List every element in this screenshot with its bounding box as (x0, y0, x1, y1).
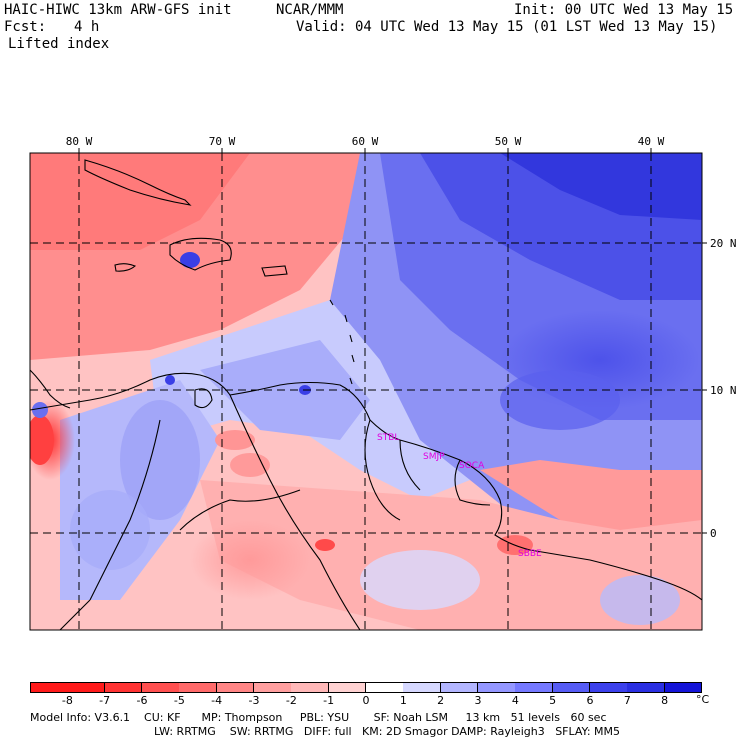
colorbar-cell (552, 682, 591, 693)
colorbar-cell (627, 682, 666, 693)
colorbar-tick-label: -5 (173, 694, 185, 707)
model-title: HAIC-HIWC 13km ARW-GFS init (4, 2, 232, 18)
colorbar-cell (67, 682, 106, 693)
valid-time: Valid: 04 UTC Wed 13 May 15 (01 LST Wed … (296, 19, 718, 35)
colorbar-cell (590, 682, 628, 693)
colorbar-tick-label: -2 (285, 694, 297, 707)
colorbar-tick-label: 0 (362, 694, 370, 707)
colorbar-cell (664, 682, 703, 693)
colorbar-cell (216, 682, 255, 693)
colorbar-cell (515, 682, 554, 693)
colorbar-tick-label: 2 (437, 694, 445, 707)
field-shading (30, 153, 702, 630)
lat-label: 10 N (710, 384, 737, 397)
colorbar-cell (440, 682, 479, 693)
colorbar-cell (104, 682, 143, 693)
colorbar-cell (291, 682, 330, 693)
colorbar-tick-label: -7 (99, 694, 111, 707)
colorbar-tick-label: 7 (623, 694, 631, 707)
lon-label: 50 W (495, 135, 522, 148)
colorbar-unit: °C (696, 693, 710, 706)
station-label-soca: SOCA (459, 461, 485, 471)
colorbar-tick-label: 1 (399, 694, 407, 707)
model-info-line2: LW: RRTMG SW: RRTMG DIFF: full KM: 2D Sm… (154, 725, 620, 738)
lon-label: 80 W (66, 135, 93, 148)
lon-label: 60 W (352, 135, 379, 148)
colorbar-cell (179, 682, 218, 693)
station-label-sbbe: SBBE (518, 549, 542, 559)
colorbar-tick-label: 3 (474, 694, 482, 707)
colorbar-tick-label: -8 (61, 694, 73, 707)
colorbar-tick-label: -4 (211, 694, 223, 707)
colorbar-tick-label: -1 (323, 694, 335, 707)
colorbar-cell (142, 682, 180, 693)
colorbar-tick-label: 5 (549, 694, 557, 707)
station-label-stbl: STBL (377, 433, 399, 443)
org-label: NCAR/MMM (276, 2, 344, 18)
graticule (30, 153, 702, 630)
colorbar-tick-label: 6 (586, 694, 594, 707)
colorbar-tick-label: -3 (248, 694, 260, 707)
map-frame (29, 152, 703, 631)
lifted-index-map: 80 W 70 W 60 W 50 W 40 W 20 N 10 N 0 STB… (29, 135, 737, 631)
colorbar-cell (254, 682, 292, 693)
init-time: Init: 00 UTC Wed 13 May 15 (514, 2, 734, 18)
lat-label: 0 (710, 527, 717, 540)
lat-label: 20 N (710, 237, 737, 250)
colorbar-cell (30, 682, 68, 693)
field-name: Lifted index (8, 36, 110, 52)
colorbar-cell (366, 682, 404, 693)
lon-label: 40 W (638, 135, 665, 148)
colorbar-cell (478, 682, 516, 693)
coastlines (30, 159, 702, 630)
station-label-smjp: SMJP (423, 452, 445, 462)
lon-label: 70 W (209, 135, 236, 148)
colorbar-tick-label: 8 (661, 694, 669, 707)
axis-ticks (78, 148, 707, 534)
colorbar-cell (328, 682, 367, 693)
colorbar-cell (403, 682, 442, 693)
colorbar-tick-label: -6 (136, 694, 148, 707)
model-info-line1: Model Info: V3.6.1 CU: KF MP: Thompson P… (30, 711, 607, 724)
fcst-value: 4 h (74, 19, 100, 35)
fcst-label: Fcst: (4, 19, 47, 35)
colorbar-tick-label: 4 (511, 694, 519, 707)
